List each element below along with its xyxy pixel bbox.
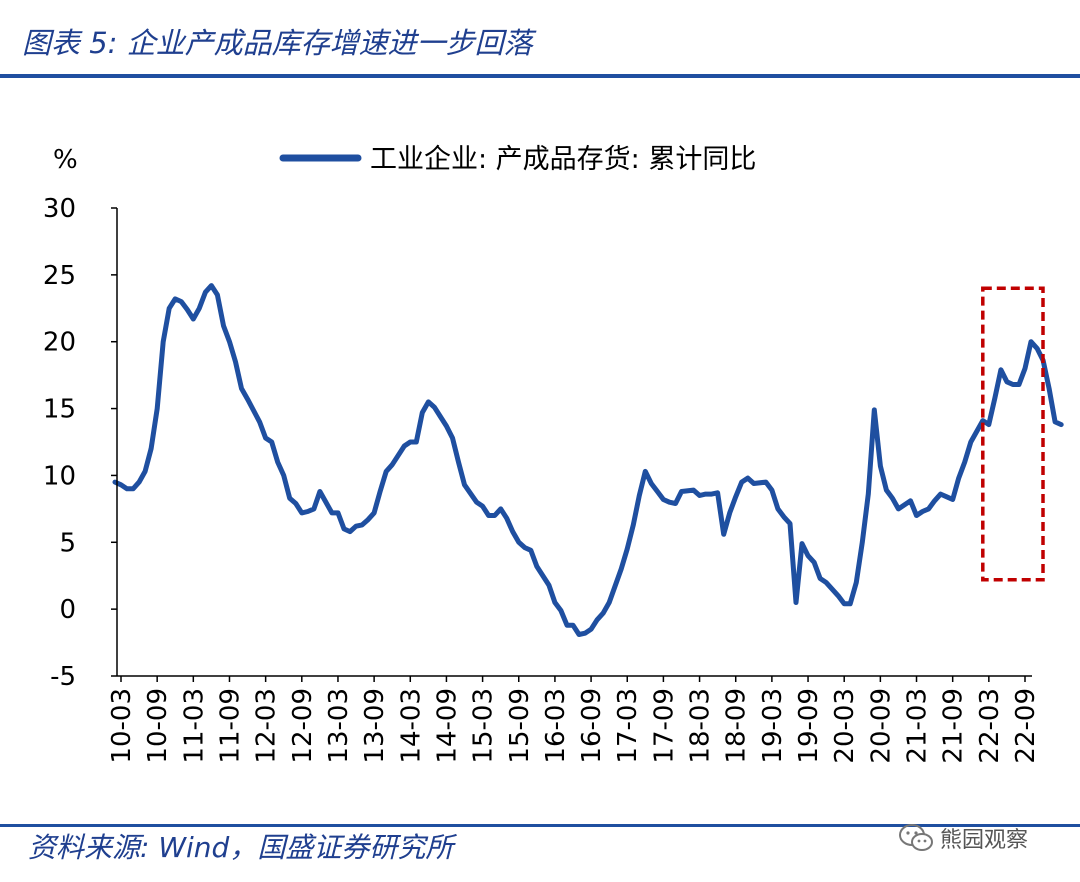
x-tick-label: 20-03 [830,688,860,764]
x-tick-label: 18-03 [686,688,716,764]
footer-divider [0,824,1080,827]
y-tick-label: 5 [59,528,76,558]
y-tick-label: 0 [59,595,76,625]
x-tick-label: 15-03 [469,688,499,764]
y-tick-label: 20 [43,328,76,358]
x-tick-label: 11-03 [179,688,209,764]
x-axis: 10-03 10-09 11-03 11-09 12-03 12-09 13-03 13-09… [107,676,1041,764]
x-tick-label: 12-03 [252,688,282,764]
x-tick-label: 18-09 [722,688,752,764]
x-tick-label: 16-09 [577,688,607,764]
x-tick-label: 19-09 [794,688,824,764]
x-tick-label: 17-09 [649,688,679,764]
x-tick-label: 10-03 [107,688,137,764]
watermark: 熊园观察 [898,818,1028,858]
highlight-box [981,286,1045,582]
x-tick-label: 20-09 [866,688,896,764]
x-tick-label: 10-09 [143,688,173,764]
header-divider [0,74,1080,78]
series-line [112,283,1064,637]
watermark-text: 熊园观察 [940,828,1029,853]
x-tick-label: 22-03 [975,688,1005,764]
x-tick-label: 11-09 [215,688,245,764]
wechat-icon [899,824,933,851]
x-tick-label: 21-09 [939,688,969,764]
y-tick-label: 15 [43,395,76,425]
y-tick-label: -5 [50,662,76,692]
y-axis-label: % [53,145,78,175]
source-note: 资料来源: Wind，国盛证券研究所 [28,831,454,864]
x-tick-label: 17-03 [613,688,643,764]
y-axis: -5 0 5 10 15 20 25 30 [43,194,117,692]
x-tick-label: 16-03 [541,688,571,764]
x-tick-label: 13-03 [324,688,354,764]
x-tick-label: 14-09 [432,688,462,764]
x-tick-label: 12-09 [288,688,318,764]
y-tick-label: 10 [43,461,76,491]
legend-label: 工业企业: 产成品存货: 累计同比 [370,144,756,175]
y-tick-label: 30 [43,194,76,224]
x-tick-label: 21-03 [903,688,933,764]
y-tick-label: 25 [43,261,76,291]
x-tick-label: 15-09 [505,688,535,764]
x-tick-label: 13-09 [360,688,390,764]
x-tick-label: 19-03 [758,688,788,764]
figure-title: 图表 5: 企业产成品库存增速进一步回落 [22,26,533,60]
x-tick-label: 22-09 [1011,688,1041,764]
x-tick-label: 14-03 [396,688,426,764]
